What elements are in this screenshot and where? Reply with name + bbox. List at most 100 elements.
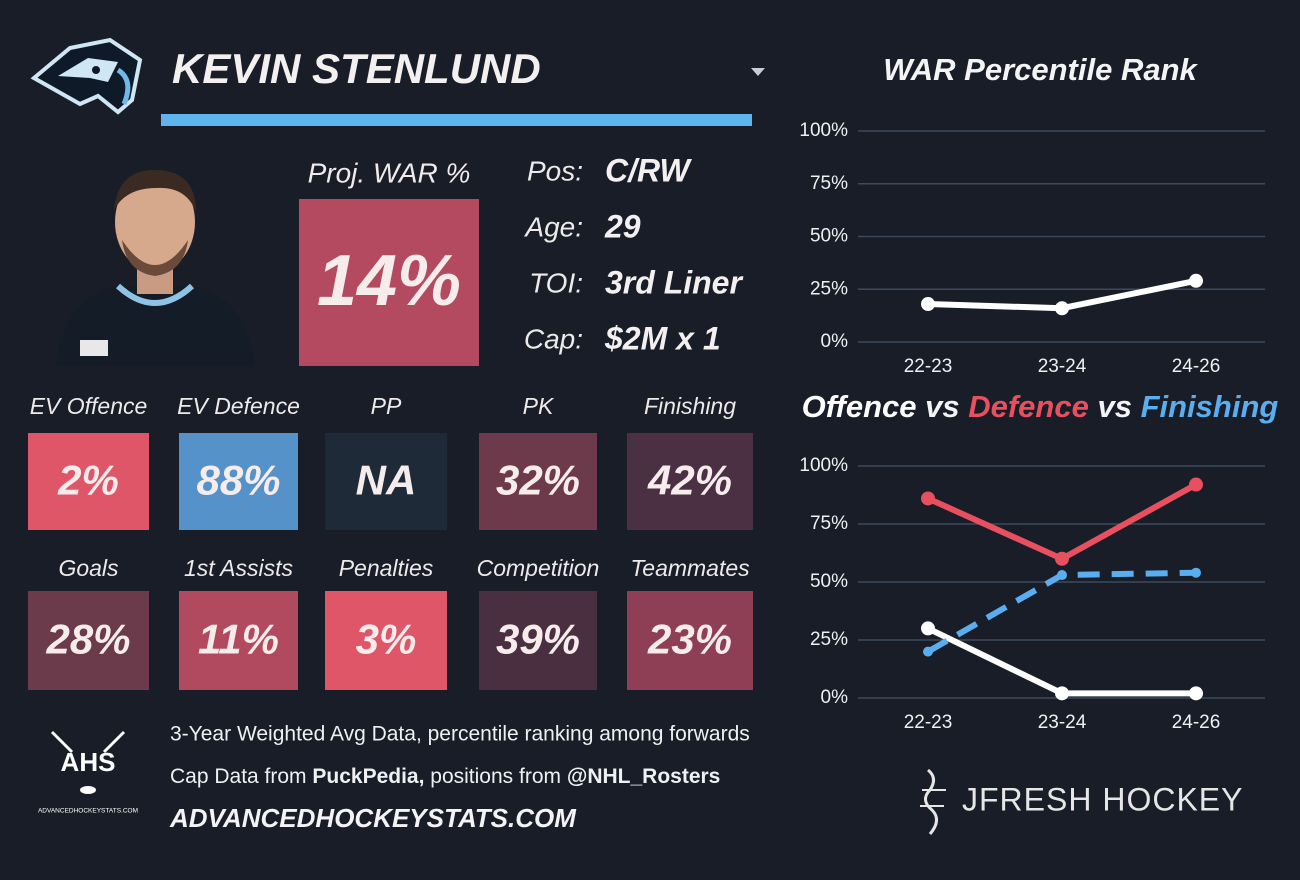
tile bbox=[179, 591, 298, 690]
tile-value: 42% bbox=[647, 457, 732, 504]
info-label: TOI: bbox=[529, 267, 583, 298]
tile bbox=[28, 591, 149, 690]
tile-value: 3% bbox=[356, 616, 417, 663]
point bbox=[923, 646, 933, 657]
tile-value: 11% bbox=[198, 616, 279, 663]
y-tick-label: 75% bbox=[810, 513, 848, 534]
stat-tiles: EV Offence 2% EV Defence 88% PP NA PK 32% Finish… bbox=[28, 393, 753, 690]
source-part: @NHL_Rosters bbox=[567, 765, 721, 788]
y-tick-label: 50% bbox=[810, 571, 848, 592]
info-value: 29 bbox=[604, 208, 641, 244]
ahs-logo-text: AHS bbox=[61, 747, 116, 777]
charts: WAR Percentile Rank 0% 25% 50% 75% 100% 22-23 2… bbox=[799, 52, 1278, 733]
brand-logo: JFRESH HOCKEY bbox=[920, 768, 1243, 835]
x-tick-label: 22-23 bbox=[904, 356, 953, 377]
point bbox=[921, 621, 935, 636]
tile bbox=[325, 591, 447, 690]
series-line bbox=[926, 481, 1198, 562]
x-tick-label: 24-26 bbox=[1172, 356, 1221, 377]
tile bbox=[479, 591, 597, 690]
projection-box bbox=[299, 199, 479, 366]
tile-label: Goals bbox=[58, 555, 119, 581]
point bbox=[921, 297, 935, 312]
y-tick-label: 100% bbox=[799, 120, 848, 141]
y-tick-label: 75% bbox=[810, 173, 848, 194]
point bbox=[1055, 551, 1069, 566]
tile-label: EV Defence bbox=[177, 393, 300, 419]
y-tick-label: 0% bbox=[821, 687, 849, 708]
info-label: Age: bbox=[523, 211, 583, 242]
info-label: Pos: bbox=[527, 155, 583, 186]
tile bbox=[325, 433, 447, 530]
x-tick-label: 24-26 bbox=[1172, 712, 1221, 733]
tile-value: 88% bbox=[196, 457, 280, 504]
ahs-logo: AHS ADVANCEDHOCKEYSTATS.COM bbox=[38, 730, 138, 815]
footer-website: ADVANCEDHOCKEYSTATS.COM bbox=[169, 803, 577, 833]
y-tick-label: 50% bbox=[810, 226, 848, 247]
team-logo bbox=[30, 37, 143, 115]
tile-label: Competition bbox=[477, 555, 600, 581]
footer-sources: Cap Data from PuckPedia, positions from … bbox=[170, 765, 720, 788]
x-tick-label: 23-24 bbox=[1038, 356, 1087, 377]
tile-label: Teammates bbox=[630, 555, 750, 581]
info-value: C/RW bbox=[605, 152, 693, 188]
tile-label: EV Offence bbox=[30, 393, 148, 419]
ahs-logo-caption: ADVANCEDHOCKEYSTATS.COM bbox=[38, 808, 138, 815]
info-label: Cap: bbox=[524, 323, 583, 354]
point bbox=[1189, 686, 1203, 701]
projection-value: 14% bbox=[317, 241, 461, 321]
chart-title: WAR Percentile Rank bbox=[883, 52, 1198, 87]
tile-value: 32% bbox=[496, 457, 580, 504]
x-tick-label: 23-24 bbox=[1038, 712, 1087, 733]
y-tick-label: 25% bbox=[810, 629, 848, 650]
point bbox=[1191, 567, 1201, 578]
y-tick-label: 100% bbox=[799, 455, 848, 476]
tile bbox=[627, 591, 753, 690]
tile-value: 39% bbox=[496, 616, 580, 663]
legend-entry: Offence bbox=[802, 389, 917, 424]
projection-label: Proj. WAR % bbox=[308, 157, 471, 188]
source-part: PuckPedia, bbox=[312, 765, 424, 788]
y-tick-label: 0% bbox=[821, 331, 849, 352]
point bbox=[921, 491, 935, 506]
title-joiner: vs bbox=[917, 389, 969, 424]
source-part: Cap Data from bbox=[170, 765, 312, 788]
series-line bbox=[926, 625, 1196, 697]
legend-entry: Defence bbox=[968, 389, 1089, 424]
point bbox=[1055, 686, 1069, 701]
footer-note: 3-Year Weighted Avg Data, percentile ran… bbox=[170, 723, 750, 746]
point bbox=[1189, 477, 1203, 492]
tile-label: PK bbox=[523, 393, 555, 419]
name-underline bbox=[161, 114, 752, 126]
chart-title: Offence vs Defence vs Finishing bbox=[802, 389, 1279, 424]
title-joiner: vs bbox=[1089, 389, 1141, 424]
dropdown-icon[interactable] bbox=[751, 68, 765, 76]
tile-value: 23% bbox=[647, 616, 732, 663]
tile-label: Finishing bbox=[644, 393, 736, 419]
tile-value: 2% bbox=[57, 457, 119, 504]
legend-entry: Finishing bbox=[1141, 389, 1279, 424]
point bbox=[1189, 273, 1203, 288]
info-value: 3rd Liner bbox=[605, 264, 743, 300]
brand-text: JFRESH HOCKEY bbox=[962, 781, 1243, 817]
source-part: positions from bbox=[424, 765, 566, 788]
tile bbox=[28, 433, 149, 530]
point bbox=[1057, 570, 1067, 581]
tile-value: NA bbox=[356, 457, 417, 504]
tile-label: PP bbox=[371, 393, 402, 419]
point bbox=[1055, 301, 1069, 316]
player-name: KEVIN STENLUND bbox=[172, 45, 541, 92]
player-photo bbox=[54, 166, 256, 366]
tile-label: 1st Assists bbox=[184, 555, 294, 581]
y-tick-label: 25% bbox=[810, 278, 848, 299]
tile bbox=[179, 433, 298, 530]
tile-value: 28% bbox=[45, 616, 130, 663]
tile bbox=[627, 433, 753, 530]
tile bbox=[479, 433, 597, 530]
player-info: Pos: C/RW Age: 29 TOI: 3rd Liner Cap: $2M x 1 bbox=[523, 152, 743, 356]
x-tick-label: 22-23 bbox=[904, 712, 953, 733]
info-value: $2M x 1 bbox=[604, 320, 721, 356]
tile-label: Penalties bbox=[339, 555, 434, 581]
